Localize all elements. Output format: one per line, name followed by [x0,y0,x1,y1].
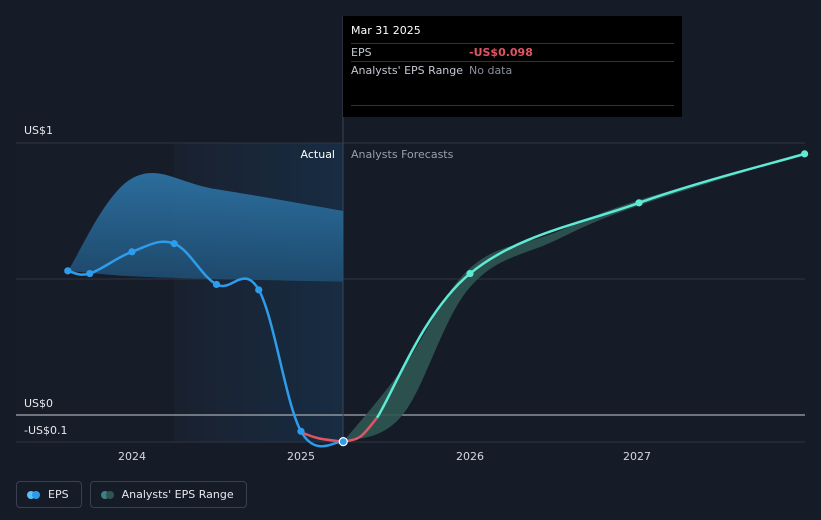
actual-label: Actual [301,148,335,161]
tooltip-divider [351,105,674,106]
forecast-point-1 [635,199,643,207]
x-tick-2025: 2025 [287,450,315,463]
tooltip-range-value: No data [469,64,513,77]
eps-tooltip: Mar 31 2025 EPS -US$0.098 Analysts' EPS … [343,16,682,117]
legend-eps-label: EPS [48,488,69,501]
eps-point-3 [170,240,178,248]
forecast-point-2 [801,150,809,158]
tooltip-eps-value: -US$0.098 [469,46,533,59]
forecast-line [375,152,805,419]
past-eps-range-band [67,173,344,282]
x-tick-2024: 2024 [118,450,146,463]
forecast-point-0 [466,269,474,278]
legend-eps-range-label: Analysts' EPS Range [121,488,234,501]
eps-point-6 [297,427,305,435]
y-label-zero: US$0 [24,397,53,410]
legend-eps[interactable]: EPS [16,481,82,508]
forecast-label: Analysts Forecasts [351,148,454,161]
chart-legend: EPS Analysts' EPS Range [16,481,247,508]
eps-point-0 [64,267,72,275]
tooltip-eps-row: EPS -US$0.098 [351,43,674,61]
forecast-eps-range-band [343,153,805,442]
eps-point-1 [86,269,94,278]
x-tick-2026: 2026 [456,450,484,463]
eps-point-2 [128,248,136,256]
y-label-bottom: -US$0.1 [24,424,68,437]
eps-point-4 [212,280,221,289]
eps-swatch-icon [27,490,40,499]
legend-eps-range[interactable]: Analysts' EPS Range [89,481,247,508]
chart-marks [64,150,809,448]
tooltip-range-label: Analysts' EPS Range [351,64,464,77]
tooltip-range-row: Analysts' EPS Range No data [351,61,674,79]
tooltip-eps-label: EPS [351,46,372,59]
eps-range-swatch-icon [100,490,114,499]
x-tick-2027: 2027 [623,450,651,463]
y-label-top: US$1 [24,124,53,137]
eps-point-7 [338,437,348,447]
eps-point-5 [255,286,263,294]
tooltip-date: Mar 31 2025 [351,24,421,37]
